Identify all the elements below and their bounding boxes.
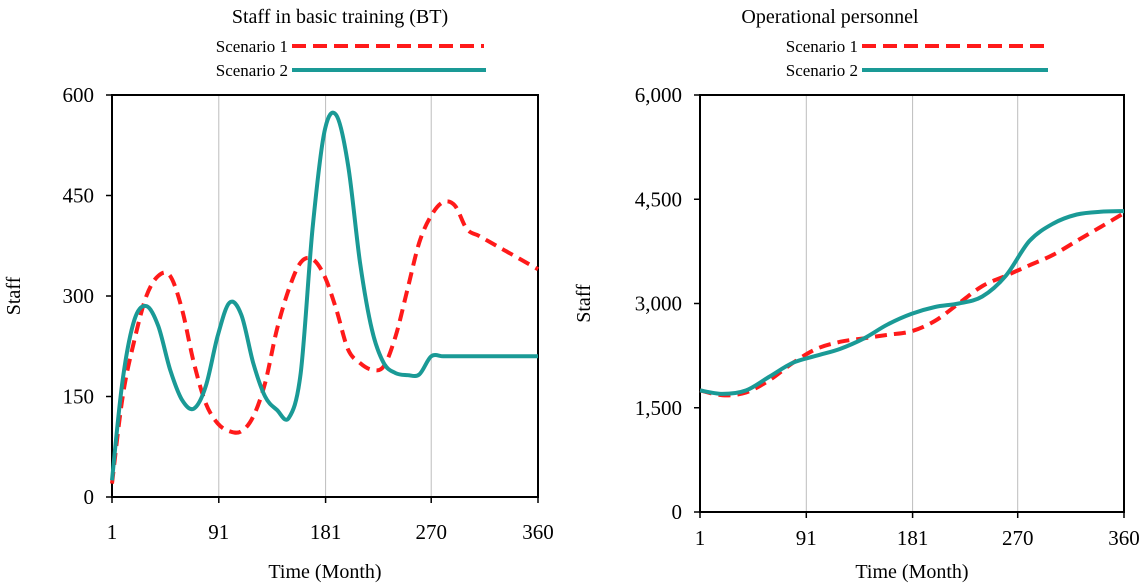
- legend-label-1: Scenario 1: [786, 37, 858, 56]
- x-tick-label: 360: [522, 520, 554, 544]
- y-tick-label: 1,500: [635, 396, 682, 420]
- y-axis-label: Staff: [573, 284, 595, 323]
- x-tick-label: 91: [208, 520, 229, 544]
- x-tick-label: 1: [695, 526, 706, 550]
- chart-title: Staff in basic training (BT): [232, 6, 448, 28]
- y-tick-label: 3,000: [635, 292, 682, 316]
- series-line-2: [699, 209, 1125, 396]
- series-line-2: [110, 110, 538, 481]
- y-axis-label: Staff: [3, 276, 25, 315]
- x-tick-label: 270: [1002, 526, 1034, 550]
- x-tick-label: 181: [310, 520, 342, 544]
- y-tick-label: 600: [63, 83, 95, 107]
- left-chart: Staff in basic training (BT) Scenario 1 Sc…: [3, 6, 554, 583]
- y-tick-label: 0: [672, 500, 683, 524]
- series-line-1: [110, 199, 539, 484]
- y-tick-label: 450: [63, 184, 95, 208]
- series-line-1: [699, 211, 1126, 398]
- y-tick-label: 6,000: [635, 83, 682, 107]
- chart-title: Operational personnel: [741, 6, 919, 28]
- y-tick-label: 300: [63, 284, 95, 308]
- x-tick-label: 181: [897, 526, 929, 550]
- y-tick-label: 150: [63, 385, 95, 409]
- x-tick-label: 1: [107, 520, 118, 544]
- legend-label-2: Scenario 2: [216, 61, 288, 80]
- y-tick-label: 0: [84, 485, 95, 509]
- plot-area: [111, 94, 539, 498]
- x-tick-label: 360: [1108, 526, 1140, 550]
- legend-label-1: Scenario 1: [216, 37, 288, 56]
- y-tick-label: 4,500: [635, 187, 682, 211]
- plot-area: [699, 94, 1125, 513]
- x-tick-label: 91: [796, 526, 817, 550]
- legend-label-2: Scenario 2: [786, 61, 858, 80]
- right-chart: Operational personnel Scenario 1 Scenario …: [573, 6, 1140, 583]
- x-tick-label: 270: [415, 520, 447, 544]
- x-axis-label: Time (Month): [855, 561, 968, 583]
- x-axis-label: Time (Month): [268, 561, 381, 583]
